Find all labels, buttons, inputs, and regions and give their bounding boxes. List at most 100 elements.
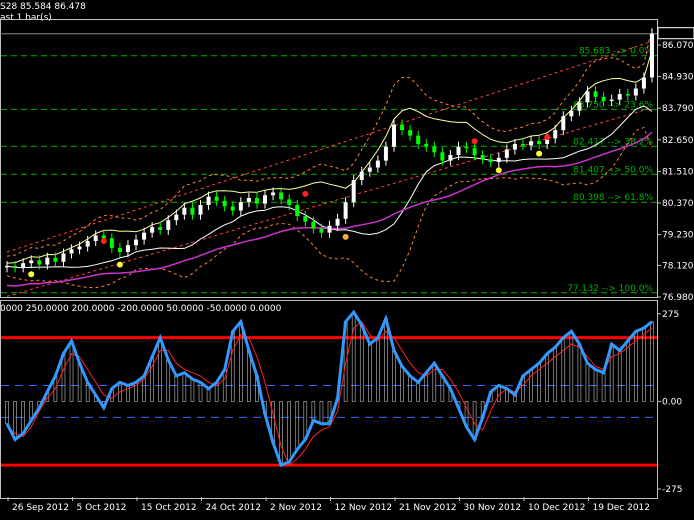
candle-body xyxy=(359,171,364,181)
candle-body xyxy=(553,130,558,139)
candle-body xyxy=(472,148,477,156)
candle-body xyxy=(117,247,122,253)
candle-body xyxy=(327,225,332,233)
fib-level-label: 82.417 --> 38.2% xyxy=(573,137,653,147)
osc-tick-label: 275 xyxy=(662,310,679,320)
histogram-bar xyxy=(190,378,195,402)
candle-body xyxy=(408,130,413,136)
price-tick-label: 76.980 xyxy=(662,293,694,303)
candle-body xyxy=(295,204,300,217)
date-label: 12 Nov 2012 xyxy=(335,503,393,513)
candle-body xyxy=(61,253,66,262)
candle-body xyxy=(391,124,396,147)
candle-body xyxy=(263,195,268,204)
candle-body xyxy=(383,146,388,161)
candle-body xyxy=(545,138,550,144)
candle-body xyxy=(77,246,82,250)
price-tick-label: 84.930 xyxy=(662,73,694,83)
signal-dot xyxy=(342,233,349,240)
candle-body xyxy=(512,143,517,150)
candle-body xyxy=(222,200,227,207)
candle-body xyxy=(230,206,235,211)
candle-body xyxy=(287,199,292,205)
candle-body xyxy=(142,232,147,240)
signal-dot xyxy=(536,150,543,157)
candle-body xyxy=(93,235,98,242)
histogram-bar xyxy=(376,337,380,402)
candle-body xyxy=(37,260,42,265)
candle-body xyxy=(617,94,622,100)
date-label: 19 Dec 2012 xyxy=(593,503,651,513)
signal-line-red xyxy=(6,320,653,466)
candle-body xyxy=(432,146,437,153)
histogram-bar xyxy=(625,340,630,402)
histogram-bar xyxy=(432,362,437,402)
candle-body xyxy=(246,198,251,203)
fib-level-label: 80.398 --> 61.8% xyxy=(573,193,653,203)
candle-body xyxy=(641,77,646,89)
histogram-bar xyxy=(585,362,590,402)
price-tick-label: 82.650 xyxy=(662,136,694,146)
histogram-bar xyxy=(650,321,654,402)
candle-body xyxy=(5,265,10,268)
date-label: 5 Oct 2012 xyxy=(77,503,127,513)
oscillator-panel-frame xyxy=(0,300,658,499)
fib-level-label: 85.683 --> 0.0% xyxy=(579,47,654,57)
candle-body xyxy=(13,265,18,268)
candle-body xyxy=(400,124,405,131)
candle-body xyxy=(569,110,574,117)
candle-body xyxy=(166,220,171,230)
signal-dot xyxy=(302,190,309,197)
histogram-bar xyxy=(368,343,372,402)
histogram-bar xyxy=(295,401,300,450)
candle-body xyxy=(561,116,566,131)
date-label: 24 Oct 2012 xyxy=(206,503,262,513)
candle-body xyxy=(158,227,163,230)
bollinger-upper xyxy=(6,50,653,264)
candle-body xyxy=(182,207,187,215)
candle-body xyxy=(520,143,525,146)
candle-body xyxy=(625,94,630,96)
candle-body xyxy=(85,241,90,247)
candle-body xyxy=(480,155,485,160)
candle-body xyxy=(109,238,114,248)
candle-body xyxy=(238,202,243,211)
trend-channel-lower xyxy=(6,107,653,297)
bar-count: ast 1 bar(s) xyxy=(0,13,52,23)
candle-body xyxy=(303,216,308,222)
fib-level-label: 81.407 --> 50.0% xyxy=(573,165,653,175)
histogram-bar xyxy=(577,343,582,402)
cci-line-blue xyxy=(5,309,653,468)
candle-body xyxy=(367,167,372,172)
candle-body xyxy=(577,102,582,111)
histogram-bar xyxy=(287,401,291,463)
price-tick-label: 79.230 xyxy=(662,231,694,241)
candle-body xyxy=(214,196,219,201)
date-label: 26 Sep 2012 xyxy=(12,503,69,513)
histogram-bar xyxy=(569,331,574,402)
price-tick-label: 80.370 xyxy=(662,199,694,209)
histogram-bar xyxy=(601,372,606,402)
candle-body xyxy=(464,146,469,149)
candle-body xyxy=(150,227,155,233)
histogram-bar xyxy=(392,350,396,402)
candle-body xyxy=(496,157,501,162)
candle-body xyxy=(174,214,179,221)
envelope-outer-upper xyxy=(6,27,653,257)
date-label: 2 Nov 2012 xyxy=(270,503,322,513)
signal-dot xyxy=(116,261,123,268)
candle-body xyxy=(319,228,324,233)
candle-body xyxy=(488,159,493,162)
candle-body xyxy=(609,99,614,102)
histogram-bar xyxy=(69,340,74,402)
candle-body xyxy=(279,192,284,200)
histogram-bar xyxy=(529,369,533,402)
osc-tick-label: 0.00 xyxy=(662,397,682,407)
candle-body xyxy=(440,152,445,161)
candle-body xyxy=(529,141,534,146)
candle-body xyxy=(456,146,461,156)
candle-body xyxy=(537,141,542,144)
candle-body xyxy=(134,239,139,246)
